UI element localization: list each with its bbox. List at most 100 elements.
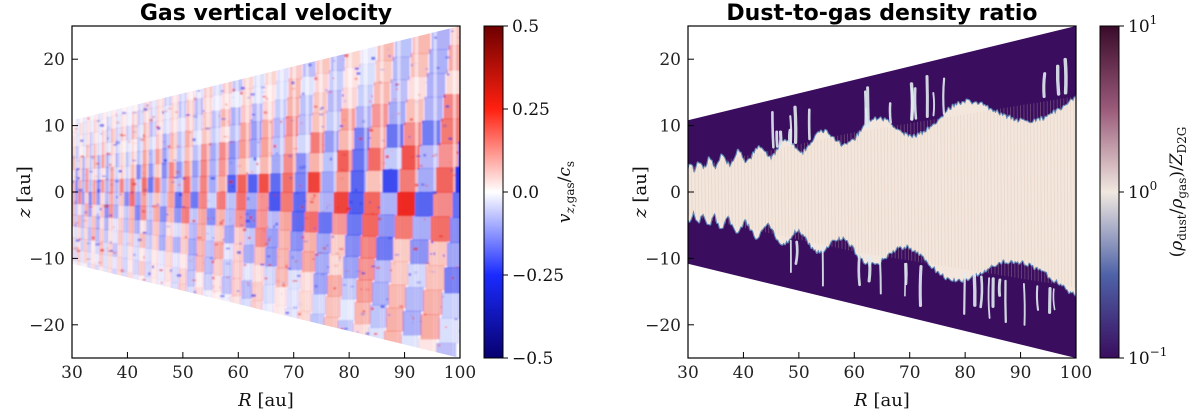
y-axis-label-velocity: z [au] (14, 166, 35, 219)
y-tick-label: 20 (659, 50, 681, 70)
velocity-cell (152, 234, 159, 250)
velocity-cell (168, 162, 176, 178)
velocity-speckle (120, 269, 124, 273)
velocity-cell (222, 259, 233, 278)
velocity-speckle (301, 92, 305, 95)
velocity-speckle (169, 269, 172, 272)
velocity-cell (335, 171, 351, 193)
velocity-cell (266, 228, 279, 248)
velocity-cell (104, 192, 110, 206)
dust-plume (963, 272, 966, 315)
velocity-speckle (410, 63, 413, 67)
dust-filament (700, 165, 703, 219)
velocity-speckle (419, 164, 423, 167)
velocity-cell (176, 146, 185, 163)
dust-filament (697, 165, 700, 219)
velocity-cell (384, 146, 402, 171)
velocity-speckle (306, 311, 309, 314)
velocity-speckle (99, 208, 102, 211)
velocity-speckle (263, 230, 265, 232)
velocity-cell (153, 206, 160, 222)
velocity-cell (372, 282, 389, 306)
velocity-speckle (166, 213, 169, 216)
velocity-speckle (84, 173, 87, 177)
velocity-speckle (115, 176, 119, 179)
velocity-cell (121, 113, 127, 128)
velocity-cell (157, 279, 165, 295)
velocity-cell (184, 146, 193, 162)
velocity-speckle (178, 193, 183, 196)
dust-filament (833, 136, 836, 248)
velocity-cell (232, 73, 243, 92)
velocity-speckle (266, 207, 269, 209)
velocity-cell (78, 192, 82, 205)
velocity-speckle (160, 281, 163, 284)
velocity-cell (386, 124, 404, 148)
dust-filament (893, 125, 896, 259)
velocity-cell (178, 283, 187, 300)
velocity-speckle (74, 200, 77, 204)
velocity-cell (229, 124, 240, 142)
velocity-cell (181, 207, 190, 224)
velocity-cell (107, 267, 113, 282)
velocity-cell (205, 240, 215, 258)
velocity-cell (140, 205, 147, 221)
velocity-speckle (116, 196, 118, 198)
x-tick-label: 100 (444, 363, 476, 383)
velocity-cell (73, 260, 77, 273)
velocity-cell (105, 167, 110, 181)
velocity-speckle (294, 216, 298, 218)
x-tick-label: 60 (227, 363, 249, 383)
velocity-cell (72, 180, 76, 193)
velocity-cell (338, 129, 354, 151)
velocity-cell (138, 274, 145, 290)
velocity-cell (153, 192, 161, 207)
velocity-speckle (408, 136, 411, 138)
velocity-speckle (115, 141, 120, 145)
velocity-cell (120, 152, 126, 167)
velocity-speckle (391, 114, 395, 117)
velocity-cell (214, 225, 225, 243)
velocity-cell (298, 114, 312, 135)
velocity-speckle (98, 180, 102, 182)
velocity-cell (298, 291, 313, 312)
dust-filament (714, 162, 716, 222)
velocity-cell (310, 132, 325, 153)
velocity-speckle (342, 59, 347, 61)
velocity-speckle (441, 296, 445, 298)
velocity-cell (118, 205, 124, 219)
velocity-cell (441, 292, 460, 319)
velocity-speckle (354, 77, 358, 80)
dust-filament (843, 134, 846, 250)
velocity-cell (185, 130, 194, 147)
velocity-speckle (175, 170, 180, 174)
velocity-speckle (222, 226, 225, 229)
velocity-speckle (249, 216, 253, 219)
dust-filament (730, 158, 733, 226)
chart-title-ratio: Dust-to-gas density ratio (726, 1, 1037, 26)
velocity-speckle (266, 226, 270, 229)
velocity-speckle (109, 241, 112, 244)
dust-filament (903, 124, 906, 260)
velocity-speckle (90, 156, 94, 158)
velocity-cell (167, 192, 175, 208)
dust-plume (1035, 285, 1040, 311)
velocity-speckle (107, 137, 109, 140)
velocity-speckle (447, 73, 450, 76)
velocity-cell (161, 162, 169, 179)
velocity-speckle (177, 184, 181, 186)
velocity-cell (74, 226, 78, 239)
velocity-cell (412, 30, 431, 54)
velocity-speckle (298, 185, 302, 187)
velocity-cell (132, 273, 139, 288)
velocity-speckle (268, 264, 272, 266)
velocity-speckle (173, 177, 178, 179)
velocity-speckle (303, 200, 308, 202)
velocity-cell (420, 314, 440, 340)
velocity-cell (78, 168, 82, 182)
dust-filament (710, 163, 713, 221)
velocity-speckle (94, 175, 99, 178)
velocity-cell (117, 231, 124, 245)
dust-filament (1040, 102, 1042, 282)
velocity-cell (74, 192, 79, 205)
